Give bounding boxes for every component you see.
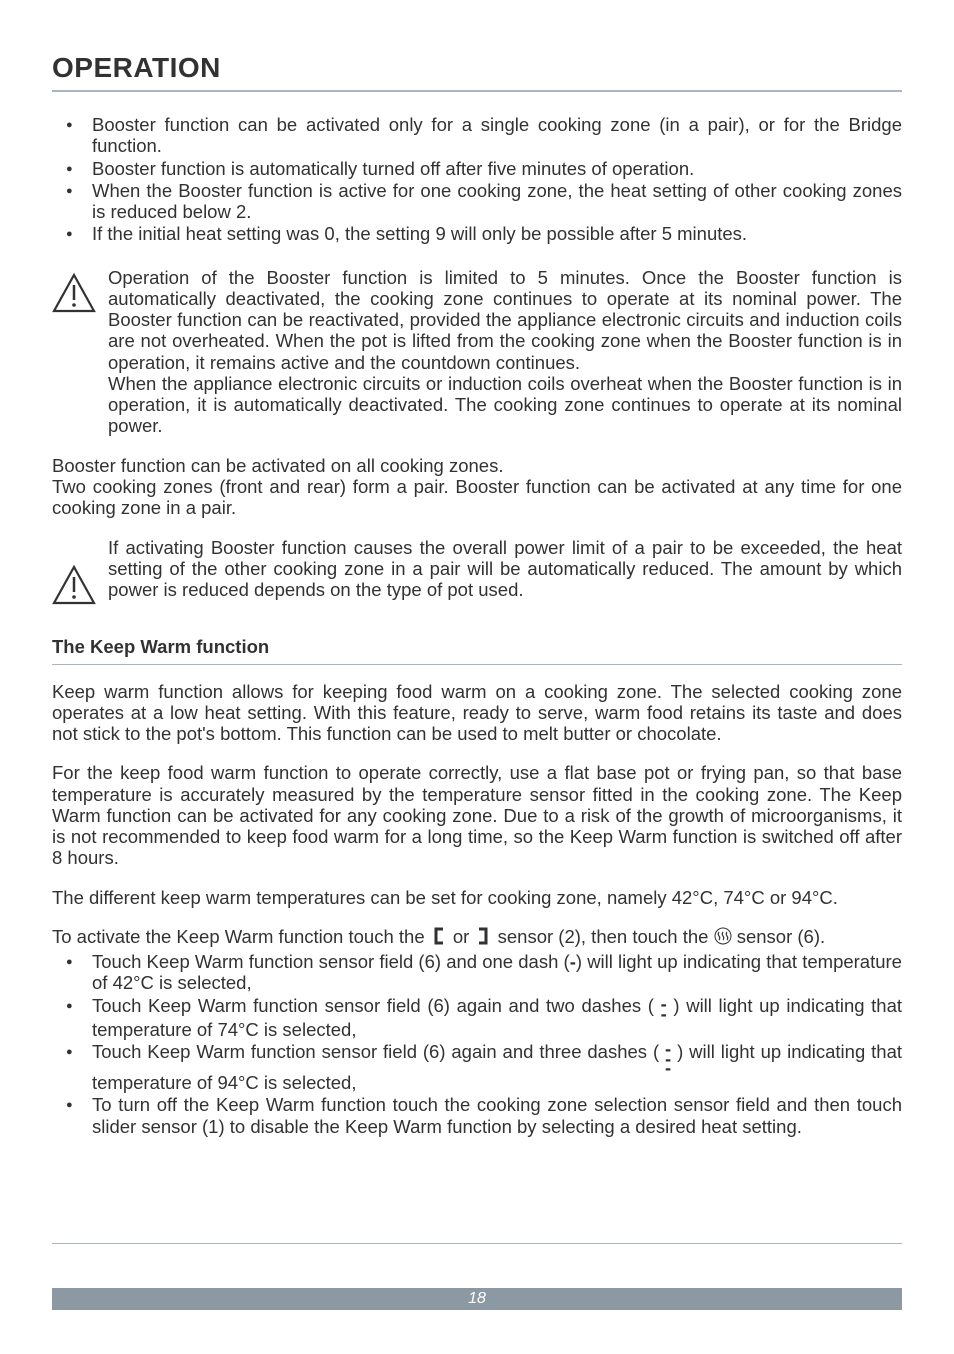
- warning-text-2: If activating Booster function causes th…: [108, 537, 902, 601]
- paragraph-booster-pair: Booster function can be activated on all…: [52, 455, 902, 519]
- warning-block-2: If activating Booster function causes th…: [52, 537, 902, 610]
- three-dash-icon: ---: [665, 1044, 671, 1072]
- two-dash-icon: --: [661, 999, 667, 1019]
- warning-text-p2: When the appliance electronic circuits o…: [108, 373, 902, 437]
- subhead-rule: [52, 664, 902, 665]
- warning-text-p1: Operation of the Booster function is lim…: [108, 267, 902, 373]
- bullet-item: To turn off the Keep Warm function touch…: [92, 1094, 902, 1137]
- warning-triangle-icon: [52, 273, 96, 318]
- bullet-item: When the Booster function is active for …: [92, 180, 902, 223]
- bullet-item: Touch Keep Warm function sensor field (6…: [92, 995, 902, 1041]
- heat-waves-icon: [714, 927, 732, 949]
- bullet-item: If the initial heat setting was 0, the s…: [92, 223, 902, 244]
- keep-warm-p2: For the keep food warm function to opera…: [52, 762, 902, 868]
- section-title: OPERATION: [52, 52, 902, 84]
- page-number-band: 18: [52, 1288, 902, 1310]
- warning-triangle-icon: [52, 565, 96, 610]
- bullet-list-1: Booster function can be activated only f…: [52, 114, 902, 245]
- warning-block-1: Operation of the Booster function is lim…: [52, 267, 902, 437]
- bracket-right-icon: [474, 927, 492, 949]
- bracket-left-icon: [430, 927, 448, 949]
- keep-warm-p4: To activate the Keep Warm function touch…: [52, 926, 902, 949]
- bullet-item: Booster function can be activated only f…: [92, 114, 902, 157]
- keep-warm-p3: The different keep warm temperatures can…: [52, 887, 902, 908]
- bullet-item: Touch Keep Warm function sensor field (6…: [92, 1041, 902, 1093]
- footer-rule: [52, 1243, 902, 1244]
- keep-warm-heading: The Keep Warm function: [52, 636, 902, 658]
- title-rule: [52, 90, 902, 92]
- bullet-item: Booster function is automatically turned…: [92, 158, 902, 179]
- keep-warm-bullets: Touch Keep Warm function sensor field (6…: [52, 951, 902, 1137]
- keep-warm-p1: Keep warm function allows for keeping fo…: [52, 681, 902, 745]
- bullet-item: Touch Keep Warm function sensor field (6…: [92, 951, 902, 994]
